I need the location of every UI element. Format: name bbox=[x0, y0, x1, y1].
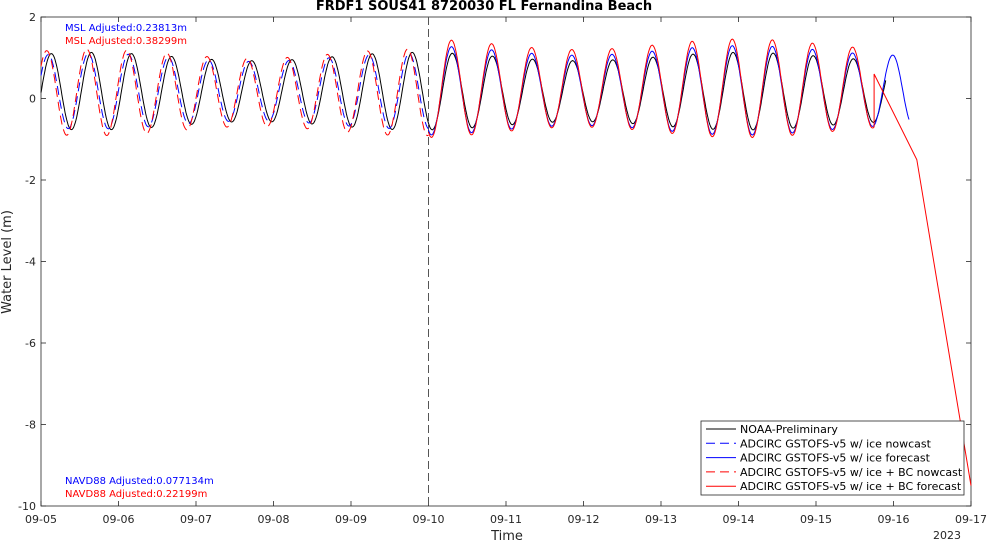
x-tick-label: 09-13 bbox=[645, 513, 677, 526]
legend-label-4: ADCIRC GSTOFS-v5 w/ ice + BC forecast bbox=[740, 480, 962, 493]
x-tick-label: 09-17 bbox=[955, 513, 987, 526]
legend-label-3: ADCIRC GSTOFS-v5 w/ ice + BC nowcast bbox=[740, 466, 963, 479]
x-tick-label: 09-09 bbox=[335, 513, 367, 526]
x-tick-label: 09-05 bbox=[25, 513, 57, 526]
y-tick-label: -4 bbox=[25, 256, 36, 269]
x-tick-label: 09-08 bbox=[258, 513, 290, 526]
series-lines bbox=[40, 38, 972, 486]
y-tick-label: -10 bbox=[18, 500, 36, 513]
x-tick-label: 09-11 bbox=[490, 513, 522, 526]
x-tick-label: 09-12 bbox=[568, 513, 600, 526]
msl-gstofs-annotation: MSL Adjusted:0.23813m bbox=[65, 23, 187, 34]
x-tick-label: 09-15 bbox=[800, 513, 832, 526]
y-tick-label: -2 bbox=[25, 174, 36, 187]
axis-ticks: 09-05 09-06 09-07 09-08 09-09 09-10 09-11 09-12… bbox=[18, 11, 987, 526]
series-line-4 bbox=[428, 38, 972, 486]
series-line-0 bbox=[40, 51, 887, 131]
x-axis-title: Time bbox=[490, 529, 523, 541]
legend-box bbox=[700, 420, 965, 496]
x-tick-label: 09-16 bbox=[878, 513, 910, 526]
legend-label-1: ADCIRC GSTOFS-v5 w/ ice nowcast bbox=[740, 437, 932, 450]
y-axis-title: Water Level (m) bbox=[0, 210, 15, 314]
y-tick-label: 0 bbox=[29, 93, 36, 106]
x-tick-label: 09-06 bbox=[103, 513, 135, 526]
x-tick-label: 09-14 bbox=[723, 513, 755, 526]
x-tick-label: 09-10 bbox=[413, 513, 445, 526]
legend-label-2: ADCIRC GSTOFS-v5 w/ ice forecast bbox=[740, 452, 931, 465]
navd-gstofs-annotation: NAVD88 Adjusted:0.077134m bbox=[65, 476, 214, 487]
y-tick-label: -8 bbox=[25, 419, 36, 432]
msl-bc-annotation: MSL Adjusted:0.38299m bbox=[65, 36, 187, 47]
x-tick-label: 09-07 bbox=[180, 513, 212, 526]
series-line-1 bbox=[40, 52, 429, 130]
legend-label-0: NOAA-Preliminary bbox=[740, 423, 838, 436]
x-year-label: 2023 bbox=[933, 529, 961, 541]
y-tick-label: -6 bbox=[25, 337, 36, 350]
y-tick-label: 2 bbox=[29, 11, 36, 24]
chart-title: FRDF1 SOUS41 8720030 FL Fernandina Beach bbox=[316, 0, 652, 14]
series-line-3 bbox=[40, 48, 429, 137]
navd-bc-annotation: NAVD88 Adjusted:0.22199m bbox=[65, 489, 207, 500]
